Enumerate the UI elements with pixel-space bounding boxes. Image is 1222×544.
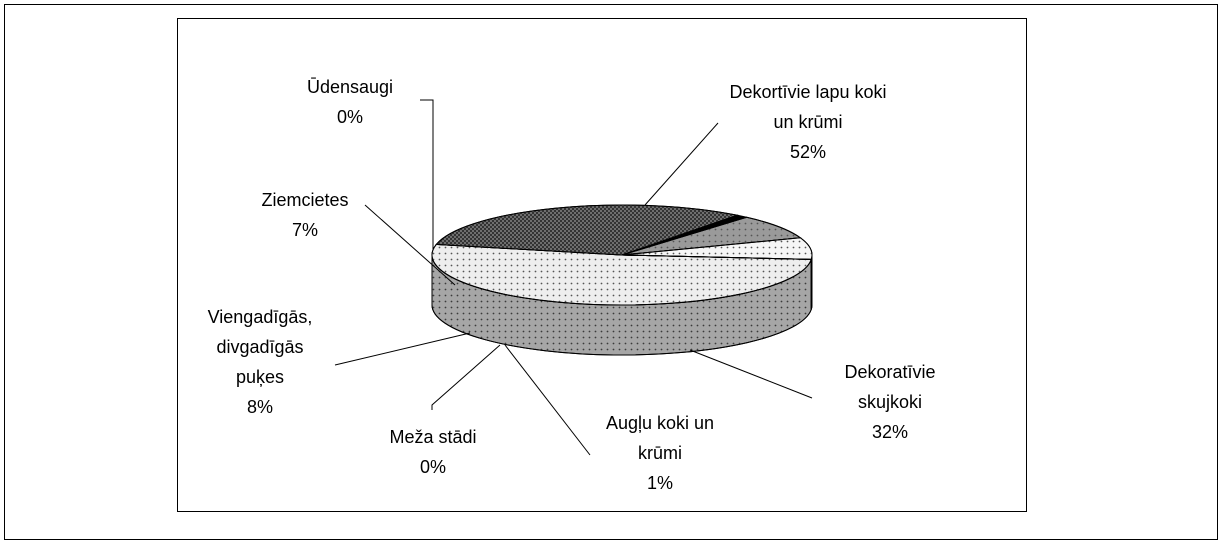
slice-pattern [435, 204, 740, 256]
slice-label: Ziemcietes 7% [225, 185, 385, 245]
value-label: 8% [246, 397, 273, 417]
pie [431, 204, 813, 356]
slice-label: Augļu koki un krūmi 1% [590, 408, 730, 498]
slice-label: Viengadīgās, divgadīgās puķes 8% [190, 302, 330, 422]
category-name: Augļu koki un krūmi [605, 413, 715, 463]
slice-pattern [621, 237, 813, 260]
value-label: 52% [789, 142, 827, 162]
category-name: Dekoratīvie skujkoki [844, 362, 936, 412]
slice-label: Meža stādi 0% [353, 422, 513, 482]
slice-side-shade [810, 254, 813, 310]
leader-line [364, 204, 456, 286]
value-label: 0% [336, 107, 363, 127]
plot-frame [177, 18, 1027, 512]
leader-line [431, 344, 501, 410]
value-label: 7% [291, 220, 318, 240]
slice-label: Ūdensaugi 0% [270, 72, 430, 132]
leader-line [644, 122, 719, 206]
value-label: 32% [871, 422, 909, 442]
leader-line [420, 99, 434, 250]
category-name: Viengadīgās, divgadīgās puķes [207, 307, 313, 387]
value-label: 0% [419, 457, 446, 477]
slice-label: Dekortīvie lapu koki un krūmi 52% [718, 77, 898, 167]
value-label: 1% [646, 473, 673, 493]
slice-pattern [431, 243, 812, 306]
outer-frame [4, 4, 1218, 540]
leader-line [504, 344, 591, 456]
leader-line [689, 349, 813, 399]
leader-line [334, 332, 471, 366]
category-name: Ziemcietes [261, 190, 349, 210]
slice-label: Dekoratīvie skujkoki 32% [820, 357, 960, 447]
category-name: Meža stādi [389, 427, 477, 447]
category-name: Dekortīvie lapu koki un krūmi [729, 82, 887, 132]
category-name: Ūdensaugi [306, 77, 394, 97]
slice-pattern [621, 216, 802, 256]
